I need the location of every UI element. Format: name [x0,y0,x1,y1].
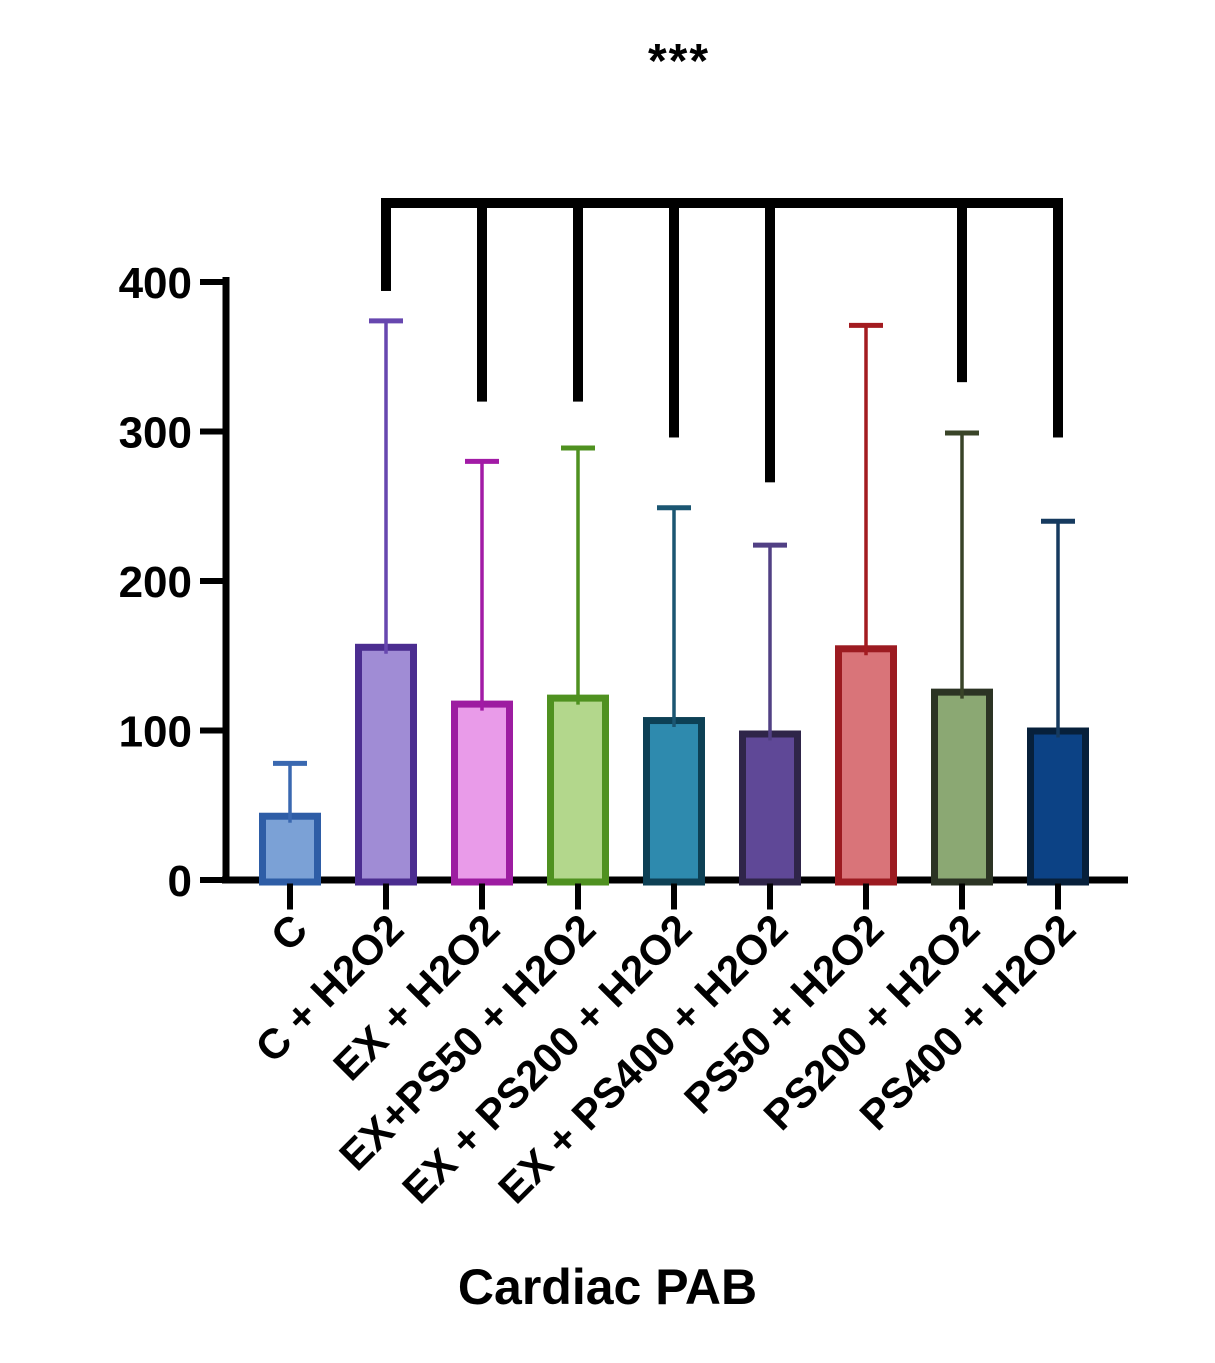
significance-bracket-drop-3 [669,198,679,438]
y-tick-label-0: 0 [168,857,192,906]
significance-bracket-drop-4 [765,198,775,483]
y-tick-label-200: 200 [119,558,192,607]
bar-7 [931,688,993,886]
significance-bracket-drop-2 [573,198,583,402]
bar-2 [451,700,513,886]
y-tick-label-400: 400 [119,259,192,308]
significance-bracket-drop-1 [477,198,487,402]
y-tick-label-100: 100 [119,708,192,757]
bar-3 [547,694,609,886]
bar-0 [259,812,321,886]
significance-bracket-drop-5 [957,198,967,383]
bar-1 [355,643,417,886]
significance-stars: *** [647,35,711,88]
significance-bracket-bar [381,198,1063,208]
significance-bracket-drop-6 [1053,198,1063,438]
bar-4 [643,717,705,886]
significance-bracket-drop-0 [381,198,391,291]
bar-5 [739,730,801,886]
chart-title: Cardiac PAB [457,1259,758,1315]
x-label-0: C [262,905,317,960]
bar-8 [1027,727,1089,886]
bar-6 [835,645,897,886]
y-tick-label-300: 300 [119,409,192,458]
